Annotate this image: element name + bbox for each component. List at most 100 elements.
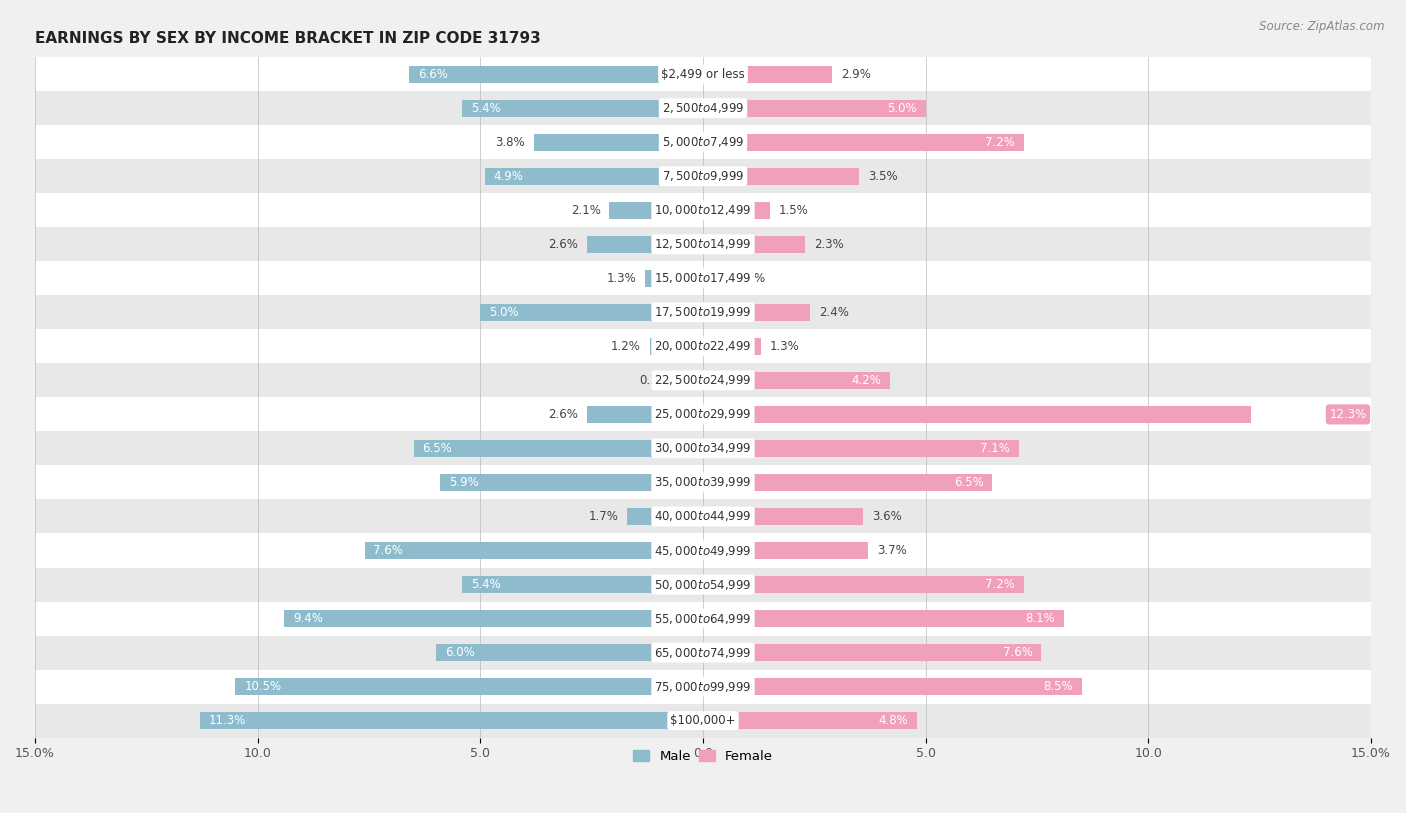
Text: 11.3%: 11.3% — [208, 714, 246, 727]
Bar — [703, 610, 1064, 627]
Text: 4.8%: 4.8% — [879, 714, 908, 727]
Bar — [413, 440, 703, 457]
Legend: Male, Female: Male, Female — [627, 745, 779, 768]
Text: $55,000 to $64,999: $55,000 to $64,999 — [654, 611, 752, 625]
Text: 5.4%: 5.4% — [471, 578, 501, 591]
Bar — [35, 466, 1371, 499]
Bar — [35, 125, 1371, 159]
Text: $2,499 or less: $2,499 or less — [661, 67, 745, 80]
Text: 4.9%: 4.9% — [494, 170, 523, 183]
Text: $50,000 to $54,999: $50,000 to $54,999 — [654, 577, 752, 592]
Bar — [703, 440, 1019, 457]
Text: $20,000 to $22,499: $20,000 to $22,499 — [654, 339, 752, 354]
Text: 7.6%: 7.6% — [1002, 646, 1032, 659]
Bar — [703, 474, 993, 491]
Text: 12.3%: 12.3% — [1329, 408, 1367, 421]
Text: 3.7%: 3.7% — [877, 544, 907, 557]
Bar — [703, 100, 925, 117]
Bar — [35, 432, 1371, 466]
Bar — [35, 91, 1371, 125]
Bar — [485, 167, 703, 185]
Bar — [703, 576, 1024, 593]
Text: EARNINGS BY SEX BY INCOME BRACKET IN ZIP CODE 31793: EARNINGS BY SEX BY INCOME BRACKET IN ZIP… — [35, 31, 541, 46]
Text: 8.1%: 8.1% — [1025, 612, 1054, 625]
Bar — [703, 270, 718, 287]
Text: 2.6%: 2.6% — [548, 237, 578, 250]
Bar — [35, 567, 1371, 602]
Text: 2.4%: 2.4% — [818, 306, 849, 319]
Text: 1.5%: 1.5% — [779, 204, 808, 217]
Bar — [627, 508, 703, 525]
Bar — [35, 636, 1371, 670]
Bar — [645, 270, 703, 287]
Text: 2.6%: 2.6% — [548, 408, 578, 421]
Text: 2.3%: 2.3% — [814, 237, 844, 250]
Bar — [609, 202, 703, 219]
Text: $25,000 to $29,999: $25,000 to $29,999 — [654, 407, 752, 421]
Bar — [436, 644, 703, 661]
Bar — [35, 329, 1371, 363]
Text: 5.4%: 5.4% — [471, 102, 501, 115]
Bar — [364, 542, 703, 559]
Bar — [35, 363, 1371, 398]
Bar — [35, 499, 1371, 533]
Text: $40,000 to $44,999: $40,000 to $44,999 — [654, 510, 752, 524]
Bar — [200, 712, 703, 729]
Bar — [703, 406, 1251, 423]
Bar — [35, 703, 1371, 737]
Text: $75,000 to $99,999: $75,000 to $99,999 — [654, 680, 752, 693]
Bar — [35, 57, 1371, 91]
Bar — [35, 261, 1371, 295]
Text: 6.5%: 6.5% — [422, 442, 453, 455]
Bar — [35, 670, 1371, 703]
Text: 5.0%: 5.0% — [887, 102, 917, 115]
Text: 3.6%: 3.6% — [872, 510, 903, 523]
Text: 1.3%: 1.3% — [770, 340, 800, 353]
Text: $2,500 to $4,999: $2,500 to $4,999 — [662, 101, 744, 115]
Text: $17,500 to $19,999: $17,500 to $19,999 — [654, 306, 752, 320]
Text: $65,000 to $74,999: $65,000 to $74,999 — [654, 646, 752, 659]
Bar — [703, 508, 863, 525]
Text: $5,000 to $7,499: $5,000 to $7,499 — [662, 135, 744, 150]
Bar — [284, 610, 703, 627]
Bar — [703, 167, 859, 185]
Bar — [534, 133, 703, 150]
Bar — [235, 678, 703, 695]
Text: 4.2%: 4.2% — [851, 374, 882, 387]
Text: 5.9%: 5.9% — [449, 476, 479, 489]
Bar — [703, 236, 806, 253]
Text: $35,000 to $39,999: $35,000 to $39,999 — [654, 476, 752, 489]
Bar — [35, 533, 1371, 567]
Text: 2.1%: 2.1% — [571, 204, 600, 217]
Text: 10.5%: 10.5% — [245, 680, 281, 693]
Bar — [686, 372, 703, 389]
Bar — [588, 236, 703, 253]
Text: 7.2%: 7.2% — [984, 578, 1015, 591]
Text: 3.5%: 3.5% — [868, 170, 897, 183]
Bar — [463, 100, 703, 117]
Bar — [481, 304, 703, 321]
Text: 6.0%: 6.0% — [444, 646, 474, 659]
Bar — [35, 602, 1371, 636]
Text: 6.5%: 6.5% — [953, 476, 984, 489]
Text: 3.8%: 3.8% — [495, 136, 524, 149]
Bar — [703, 304, 810, 321]
Bar — [703, 678, 1081, 695]
Bar — [703, 644, 1042, 661]
Bar — [35, 159, 1371, 193]
Bar — [35, 228, 1371, 261]
Text: 0.36%: 0.36% — [728, 272, 765, 285]
Text: 7.6%: 7.6% — [374, 544, 404, 557]
Bar — [35, 295, 1371, 329]
Bar — [703, 372, 890, 389]
Bar — [35, 398, 1371, 432]
Text: 7.2%: 7.2% — [984, 136, 1015, 149]
Text: 8.5%: 8.5% — [1043, 680, 1073, 693]
Bar — [703, 133, 1024, 150]
Text: $15,000 to $17,499: $15,000 to $17,499 — [654, 272, 752, 285]
Text: $100,000+: $100,000+ — [671, 714, 735, 727]
Text: $22,500 to $24,999: $22,500 to $24,999 — [654, 373, 752, 387]
Bar — [703, 338, 761, 354]
Text: 5.0%: 5.0% — [489, 306, 519, 319]
Bar — [703, 712, 917, 729]
